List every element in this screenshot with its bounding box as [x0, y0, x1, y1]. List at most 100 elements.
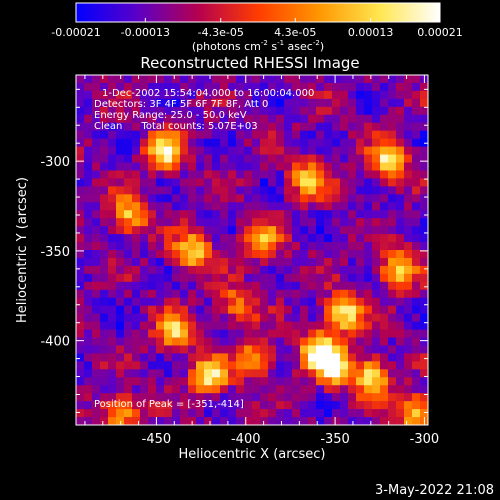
- heatmap-cell: [164, 265, 173, 275]
- heatmap-cell: [364, 202, 373, 211]
- heatmap-cell: [76, 146, 85, 155]
- heatmap-cell: [252, 90, 261, 100]
- heatmap-cell: [132, 218, 141, 227]
- heatmap-cell: [148, 273, 157, 283]
- heatmap-cell: [340, 345, 349, 354]
- heatmap-cell: [388, 210, 397, 219]
- heatmap-cell: [76, 106, 85, 116]
- heatmap-cell: [284, 417, 293, 426]
- heatmap-cell: [212, 377, 221, 386]
- heatmap-cell: [404, 401, 413, 410]
- heatmap-cell: [356, 194, 365, 203]
- heatmap-cell: [204, 321, 213, 330]
- y-axis-label: Heliocentric Y (arcsec): [15, 177, 30, 323]
- heatmap-cell: [300, 114, 309, 124]
- heatmap-cell: [340, 82, 349, 92]
- heatmap-cell: [108, 146, 117, 155]
- heatmap-cell: [420, 122, 429, 132]
- heatmap-cell: [180, 218, 189, 227]
- heatmap-cell: [132, 409, 141, 418]
- heatmap-cell: [140, 146, 149, 155]
- heatmap-cell: [156, 393, 165, 402]
- heatmap-cell: [76, 345, 85, 354]
- heatmap-cell: [404, 130, 413, 140]
- heatmap-cell: [84, 250, 93, 259]
- heatmap-cell: [284, 385, 293, 394]
- heatmap-cell: [284, 170, 293, 179]
- heatmap-cell: [156, 194, 165, 203]
- heatmap-cell: [252, 385, 261, 394]
- heatmap-cell: [148, 409, 157, 418]
- heatmap-cell: [76, 337, 85, 346]
- heatmap-cell: [260, 210, 269, 219]
- heatmap-cell: [324, 409, 333, 418]
- heatmap-cell: [300, 122, 309, 132]
- heatmap-cell: [148, 353, 157, 362]
- heatmap-cell: [284, 154, 293, 163]
- heatmap-cell: [308, 361, 317, 370]
- heatmap-cell: [412, 361, 421, 370]
- heatmap-cell: [244, 305, 253, 315]
- heatmap-cell: [108, 265, 117, 275]
- heatmap-cell: [156, 75, 165, 84]
- heatmap-cell: [364, 361, 373, 370]
- heatmap-cell: [132, 361, 141, 370]
- heatmap-cell: [188, 361, 197, 370]
- heatmap-cell: [108, 98, 117, 108]
- heatmap-cell: [372, 369, 381, 378]
- heatmap-cell: [316, 250, 325, 259]
- heatmap-cell: [156, 114, 165, 124]
- heatmap-cell: [268, 162, 277, 171]
- heatmap-cell: [340, 234, 349, 243]
- heatmap-cell: [116, 82, 125, 92]
- heatmap-cell: [148, 393, 157, 402]
- heatmap-cell: [244, 361, 253, 370]
- heatmap-cell: [404, 82, 413, 92]
- heatmap-cell: [332, 401, 341, 410]
- heatmap-cell: [180, 297, 189, 307]
- heatmap-cell: [348, 361, 357, 370]
- heatmap-cell: [316, 178, 325, 187]
- heatmap-cell: [76, 401, 85, 410]
- heatmap-cell: [396, 146, 405, 155]
- heatmap-cell: [148, 281, 157, 291]
- heatmap-cell: [188, 409, 197, 418]
- heatmap-cell: [196, 329, 205, 338]
- heatmap-cell: [212, 162, 221, 171]
- heatmap-cell: [252, 353, 261, 362]
- heatmap-cell: [132, 162, 141, 171]
- heatmap-cell: [236, 369, 245, 378]
- heatmap-cell: [196, 409, 205, 418]
- heatmap-cell: [300, 385, 309, 394]
- heatmap-cell: [108, 130, 117, 140]
- heatmap-cell: [284, 401, 293, 410]
- heatmap-cell: [236, 281, 245, 291]
- heatmap-cell: [252, 393, 261, 402]
- heatmap-cell: [308, 202, 317, 211]
- heatmap-cell: [116, 377, 125, 386]
- heatmap-cell: [156, 218, 165, 227]
- heatmap-cell: [276, 369, 285, 378]
- heatmap-cell: [164, 250, 173, 259]
- heatmap-cell: [84, 393, 93, 402]
- heatmap-cell: [220, 234, 229, 243]
- heatmap-cell: [116, 202, 125, 211]
- heatmap-cell: [124, 210, 133, 219]
- heatmap-cell: [292, 242, 301, 251]
- heatmap-cell: [212, 369, 221, 378]
- heatmap-cell: [372, 218, 381, 227]
- heatmap-cell: [188, 353, 197, 362]
- heatmap-cell: [212, 90, 221, 100]
- heatmap-cell: [356, 186, 365, 195]
- heatmap-cell: [324, 75, 333, 84]
- heatmap-cell: [380, 393, 389, 402]
- heatmap-cell: [292, 409, 301, 418]
- heatmap-cell: [124, 106, 133, 116]
- heatmap-cell: [364, 377, 373, 386]
- heatmap-cell: [76, 242, 85, 251]
- heatmap-cell: [172, 369, 181, 378]
- heatmap-cell: [188, 250, 197, 259]
- heatmap-cell: [100, 289, 109, 299]
- heatmap-cell: [388, 337, 397, 346]
- x-tick-label: -350: [320, 432, 350, 447]
